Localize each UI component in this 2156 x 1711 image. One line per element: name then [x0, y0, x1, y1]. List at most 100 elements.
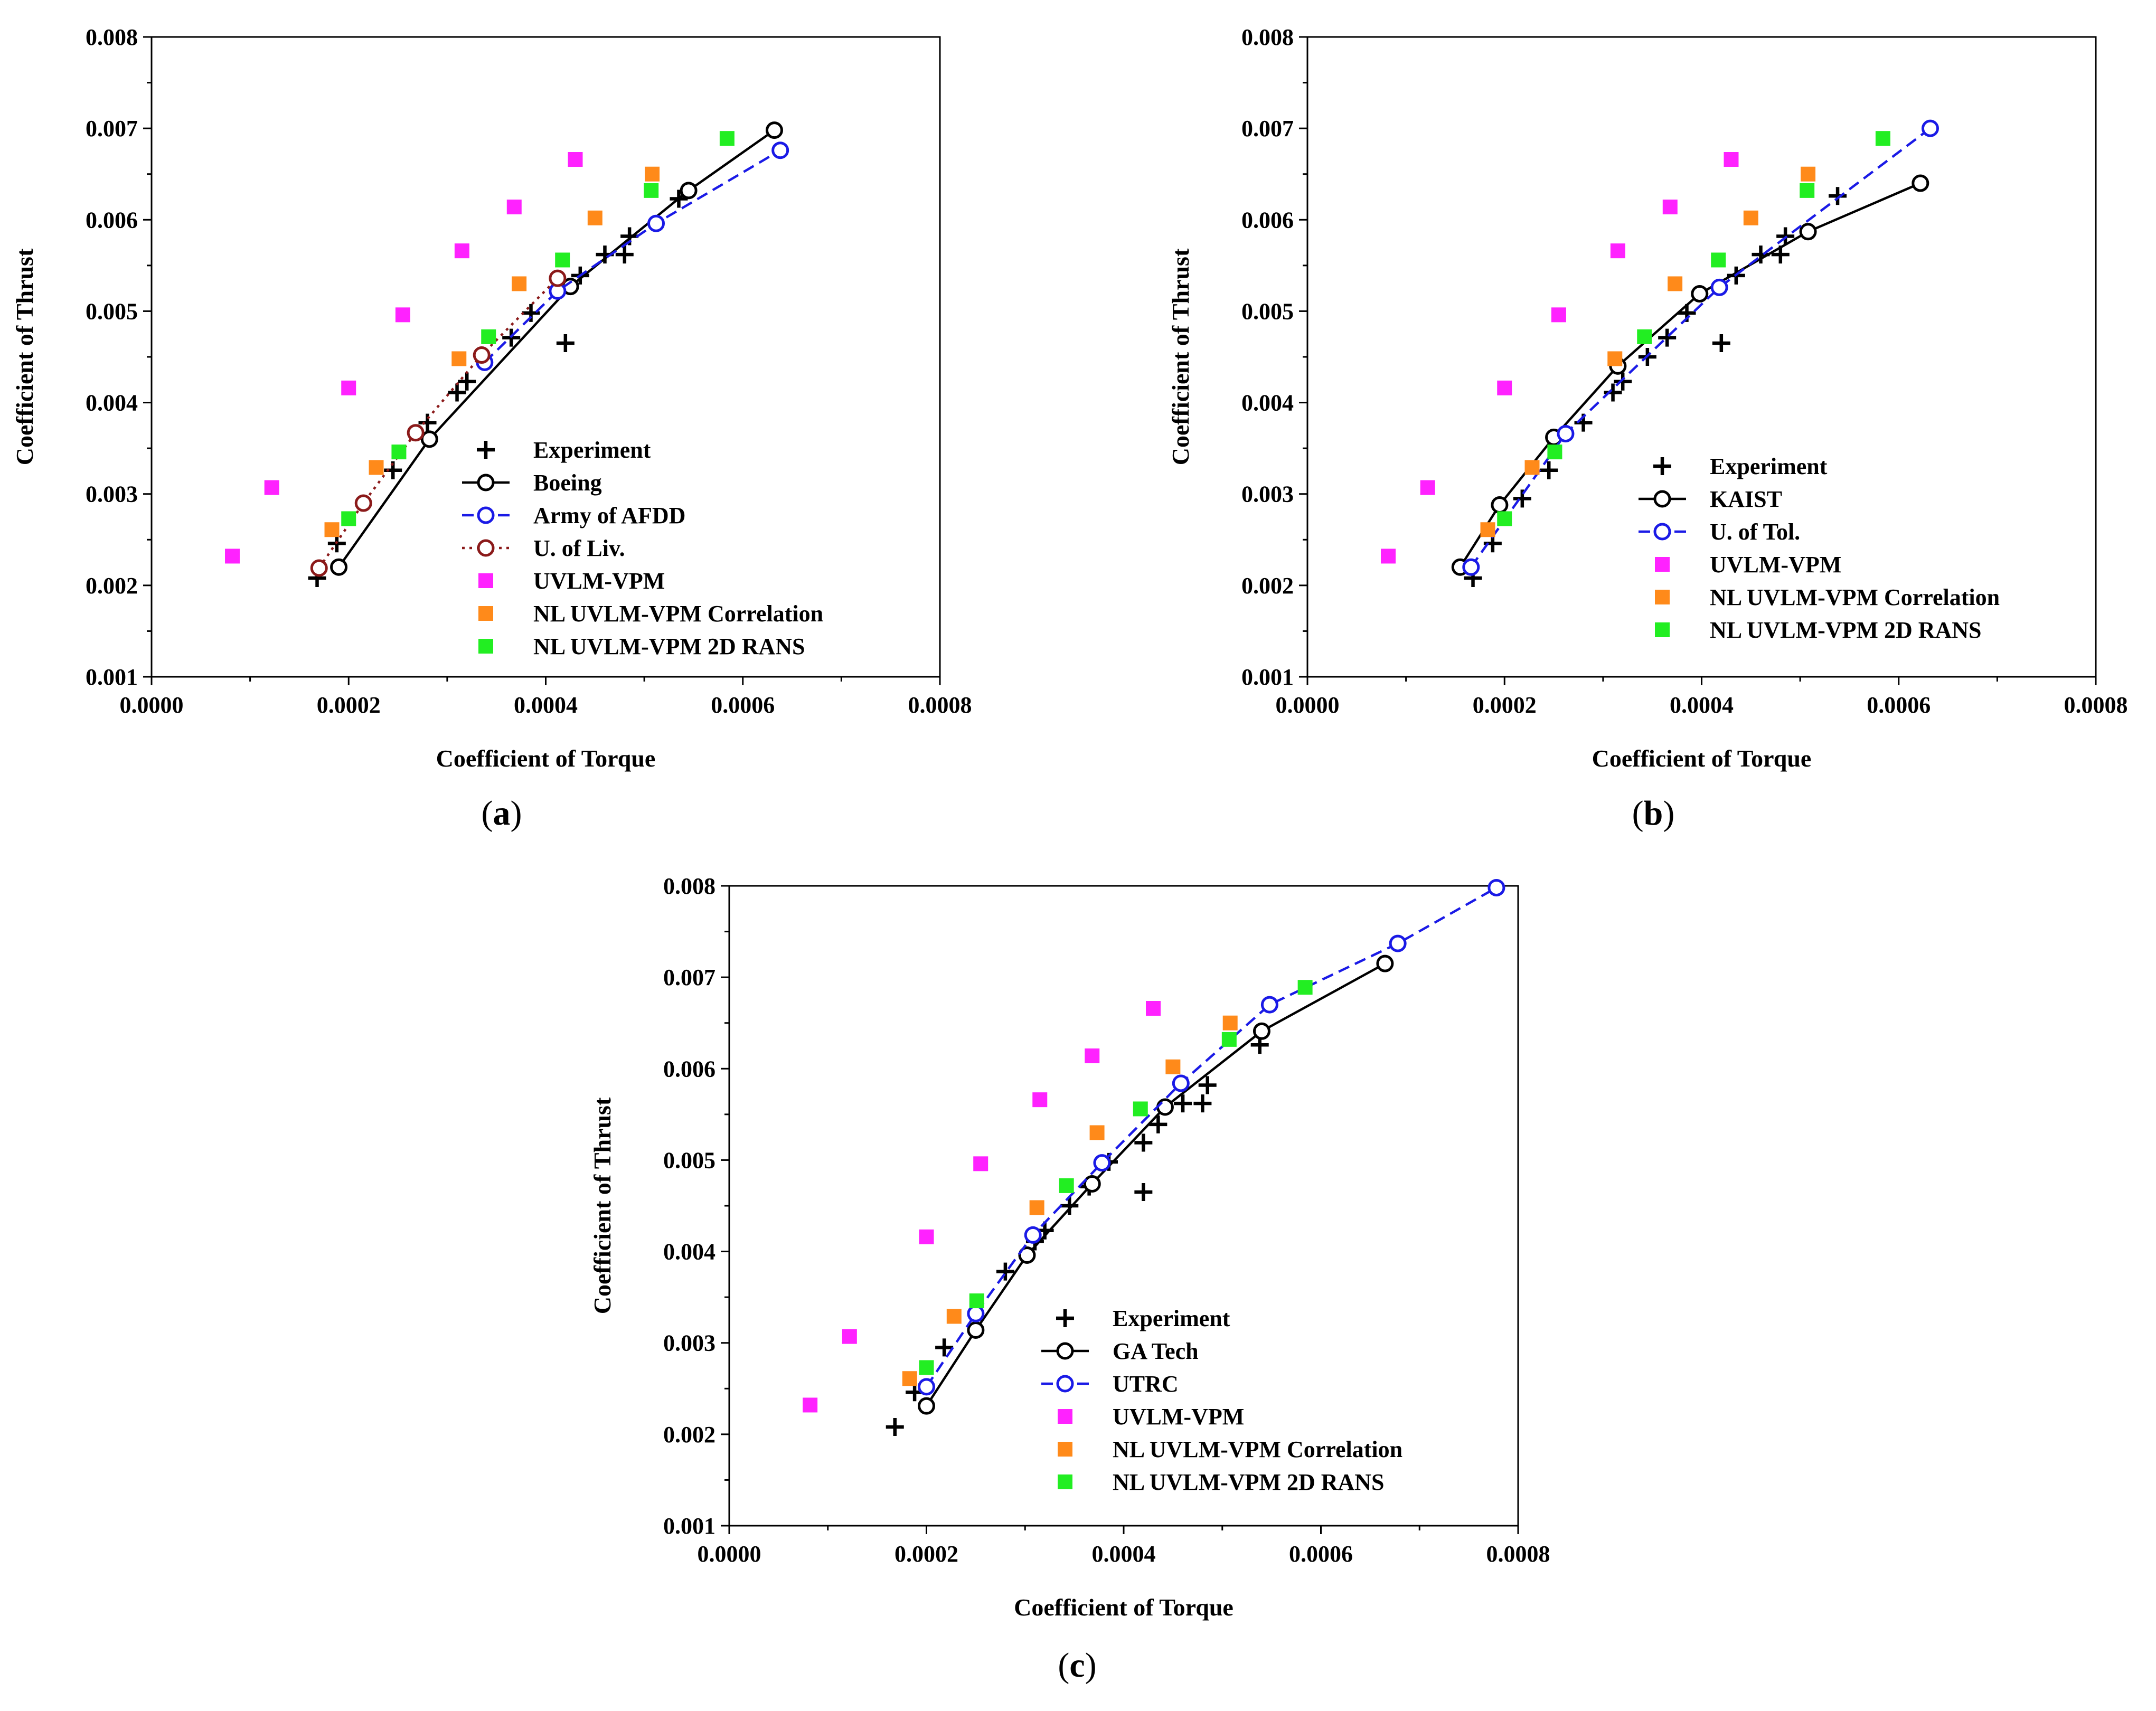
chart-panels: 0.0000 0.0002 0.0004 0.0006 0.0008 0.001 0.002…	[11, 24, 2128, 1685]
x-tick-label: 0.0006	[1867, 692, 1931, 718]
legend-label: NL UVLM-VPM Correlation	[1710, 584, 2000, 610]
x-tick-label: 0.0000	[1276, 692, 1340, 718]
legend-label: UVLM-VPM	[1710, 552, 1841, 578]
series-uvlm-vpm	[1381, 152, 1739, 564]
chart-panel-b: 0.0000 0.0002 0.0004 0.0006 0.0008 0.001 0.002…	[1167, 24, 2128, 833]
y-tick-label: 0.006	[663, 1056, 715, 1082]
data-point	[919, 1229, 934, 1244]
data-point	[1497, 511, 1512, 526]
data-point	[1710, 278, 1728, 296]
y-tick-label: 0.003	[1241, 481, 1294, 507]
data-point	[1089, 1125, 1105, 1140]
data-point	[341, 380, 356, 395]
data-point	[310, 559, 328, 577]
data-point	[1381, 549, 1396, 564]
data-point	[1691, 285, 1709, 303]
x-axis-title: Coefficient of Torque	[1014, 1594, 1234, 1621]
y-tick-label: 0.001	[1241, 664, 1294, 690]
data-point	[1420, 480, 1435, 495]
data-point	[1524, 460, 1540, 475]
x-tick-label: 0.0004	[514, 692, 578, 718]
data-point	[973, 1156, 988, 1171]
y-tick-label: 0.002	[86, 573, 138, 599]
legend-marker	[477, 474, 495, 491]
legend-marker	[1056, 1309, 1074, 1327]
data-point	[842, 1329, 857, 1344]
data-point	[1462, 558, 1480, 576]
data-point	[765, 121, 783, 139]
data-point	[1193, 1094, 1212, 1113]
data-point	[522, 304, 540, 322]
data-point	[549, 269, 567, 287]
legend-marker	[1653, 457, 1671, 475]
data-point	[647, 214, 665, 232]
y-tick-label: 0.005	[1241, 298, 1294, 324]
legend-marker	[1058, 1409, 1072, 1424]
data-point	[935, 1338, 954, 1357]
series-nl-uvlm-vpm-correlation	[902, 1015, 1238, 1386]
data-point	[264, 480, 279, 495]
data-point	[1497, 380, 1512, 395]
chart-panel-c: 0.0000 0.0002 0.0004 0.0006 0.0008 0.001 0.002…	[589, 873, 1550, 1685]
y-axis-title: Coefficient of Thrust	[11, 248, 38, 465]
data-point	[946, 1309, 962, 1324]
data-point	[506, 200, 522, 215]
series-uvlm-vpm	[803, 1001, 1161, 1413]
data-point	[719, 131, 735, 146]
data-point	[615, 245, 634, 264]
data-point	[1491, 496, 1509, 514]
y-axis-title: Coefficient of Thrust	[1167, 248, 1194, 465]
data-point	[1093, 1154, 1111, 1172]
data-point	[481, 329, 496, 344]
data-point	[1614, 372, 1632, 391]
x-tick-label: 0.0006	[1289, 1541, 1353, 1567]
y-tick-label: 0.001	[86, 664, 138, 690]
data-point	[324, 522, 340, 537]
y-tick-label: 0.008	[86, 24, 138, 50]
data-point	[473, 346, 491, 364]
series-u-of-tol	[1462, 119, 1939, 576]
legend-label: UVLM-VPM	[533, 568, 665, 594]
data-point	[512, 276, 527, 291]
data-point	[1133, 1101, 1148, 1117]
legend-marker	[1653, 523, 1671, 541]
series-u-of-liv	[310, 269, 567, 577]
data-point	[225, 549, 240, 564]
legend-label: NL UVLM-VPM 2D RANS	[533, 634, 805, 659]
data-point	[391, 445, 407, 460]
series-line	[1470, 127, 1931, 568]
series-nl-uvlm-vpm-2d-rans	[341, 131, 735, 526]
x-tick-label: 0.0008	[1486, 1541, 1550, 1567]
legend: Experiment Boeing Army of AFDD U. of Liv. UV…	[462, 437, 823, 659]
legend-label: Army of AFDD	[533, 503, 685, 528]
data-point	[1376, 954, 1394, 972]
series-uvlm-vpm	[225, 152, 583, 564]
x-tick-label: 0.0000	[698, 1541, 761, 1567]
data-point	[1156, 1098, 1174, 1116]
data-point	[771, 141, 789, 159]
legend-label: Boeing	[533, 470, 602, 496]
legend: Experiment KAIST U. of Tol. UVLM-VPM NL UVLM…	[1639, 453, 2000, 643]
data-point	[1032, 1092, 1048, 1108]
legend-marker	[1655, 622, 1670, 637]
legend-marker	[478, 573, 493, 588]
data-point	[1711, 252, 1726, 268]
data-point	[556, 334, 575, 353]
data-point	[918, 1378, 935, 1396]
data-point	[1221, 1032, 1237, 1047]
legend-label: NL UVLM-VPM Correlation	[1113, 1436, 1402, 1462]
data-point	[1260, 996, 1278, 1014]
legend-label: NL UVLM-VPM Correlation	[533, 601, 823, 627]
data-point	[1743, 210, 1758, 225]
data-point	[967, 1304, 985, 1322]
data-point	[1024, 1226, 1042, 1244]
x-tick-label: 0.0008	[2064, 692, 2128, 718]
legend-label: GA Tech	[1113, 1338, 1199, 1364]
data-point	[1165, 1059, 1181, 1074]
x-tick-label: 0.0002	[1473, 692, 1537, 718]
y-tick-label: 0.002	[1241, 573, 1294, 599]
data-point	[1921, 119, 1939, 137]
legend-marker	[477, 506, 495, 524]
data-point	[1799, 223, 1817, 241]
data-point	[1172, 1074, 1190, 1092]
